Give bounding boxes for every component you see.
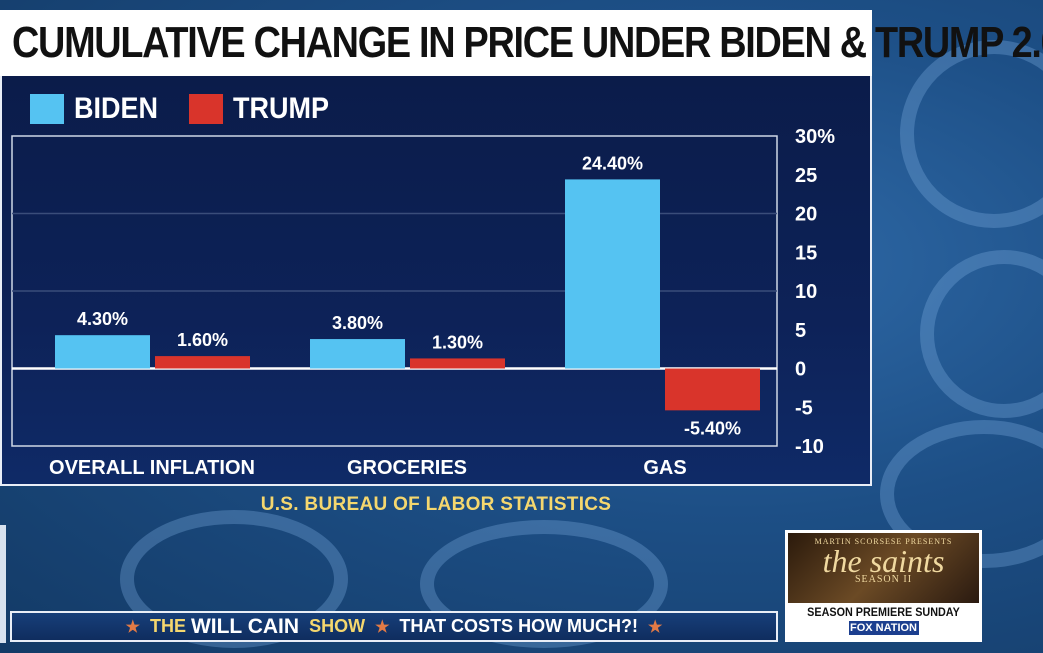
y-tick-label: 20 (795, 204, 817, 226)
bar-chart: 30% 25 20 15 10 5 0 -5 -10 4.30% 1.60% OVERALL INFL… (11, 126, 835, 479)
data-label: 4.30% (77, 309, 128, 329)
legend: BIDEN TRUMP (30, 92, 362, 126)
y-tick-label: 5 (795, 320, 806, 342)
bar-biden (55, 335, 150, 369)
background-ornament (920, 250, 1043, 418)
ticker-show-prefix: THE (149, 616, 186, 636)
ticker-show-suffix: SHOW (309, 616, 366, 636)
y-tick-label: 30% (795, 126, 835, 148)
legend-swatch-trump (189, 94, 224, 124)
y-tick-label: -10 (795, 436, 824, 458)
data-label: 3.80% (332, 313, 383, 333)
ticker-segment: THAT COSTS HOW MUCH?! (399, 616, 639, 636)
bar-biden (565, 179, 660, 369)
chart-title: CUMULATIVE CHANGE IN PRICE UNDER BIDEN &… (12, 18, 1043, 67)
legend-label-trump: TRUMP (233, 92, 330, 125)
left-panel-edge (0, 525, 6, 643)
bar-trump (665, 368, 760, 411)
y-tick-label: 15 (795, 242, 817, 264)
y-tick-label: -5 (795, 397, 813, 419)
ticker-show-name: WILL CAIN (190, 614, 300, 638)
y-tick-label: 25 (795, 165, 817, 187)
legend-swatch-biden (30, 94, 64, 124)
y-tick-label: 0 (795, 359, 806, 381)
bar-biden (310, 339, 405, 369)
y-tick-label: 10 (795, 281, 817, 303)
promo-show-title: the saints (822, 543, 945, 579)
bar-trump (155, 356, 250, 369)
star-icon: ★ (375, 618, 390, 636)
background-ornament (900, 40, 1043, 228)
star-icon: ★ (125, 618, 140, 636)
show-ticker: ★ THE WILL CAIN SHOW ★ THAT COSTS HOW MU… (10, 611, 778, 642)
network-logo: FOX NATION (848, 621, 919, 635)
promo-season: SEASON II (854, 574, 913, 585)
data-label: 24.40% (582, 153, 643, 173)
promo-artwork: MARTIN SCORSESE PRESENTS the saints SEAS… (788, 533, 979, 603)
promo-box: MARTIN SCORSESE PRESENTS the saints SEAS… (785, 530, 982, 642)
title-bar: CUMULATIVE CHANGE IN PRICE UNDER BIDEN &… (0, 10, 1043, 76)
bar-trump (410, 358, 505, 369)
promo-presenter: MARTIN SCORSESE PRESENTS (814, 537, 953, 546)
promo-premiere: SEASON PREMIERE SUNDAY (807, 605, 960, 619)
star-icon: ★ (648, 618, 663, 636)
category-label: GAS (643, 457, 686, 479)
legend-label-biden: BIDEN (74, 92, 159, 125)
source-label: U.S. BUREAU OF LABOR STATISTICS (260, 494, 612, 515)
category-label: OVERALL INFLATION (49, 457, 255, 479)
chart-panel: BIDEN TRUMP 30% 25 20 15 10 5 0 -5 -10 4.30% 1.60%… (0, 76, 872, 486)
category-label: GROCERIES (347, 457, 467, 479)
data-label: 1.60% (177, 330, 228, 350)
data-label: 1.30% (432, 332, 483, 352)
data-label: -5.40% (684, 418, 741, 438)
